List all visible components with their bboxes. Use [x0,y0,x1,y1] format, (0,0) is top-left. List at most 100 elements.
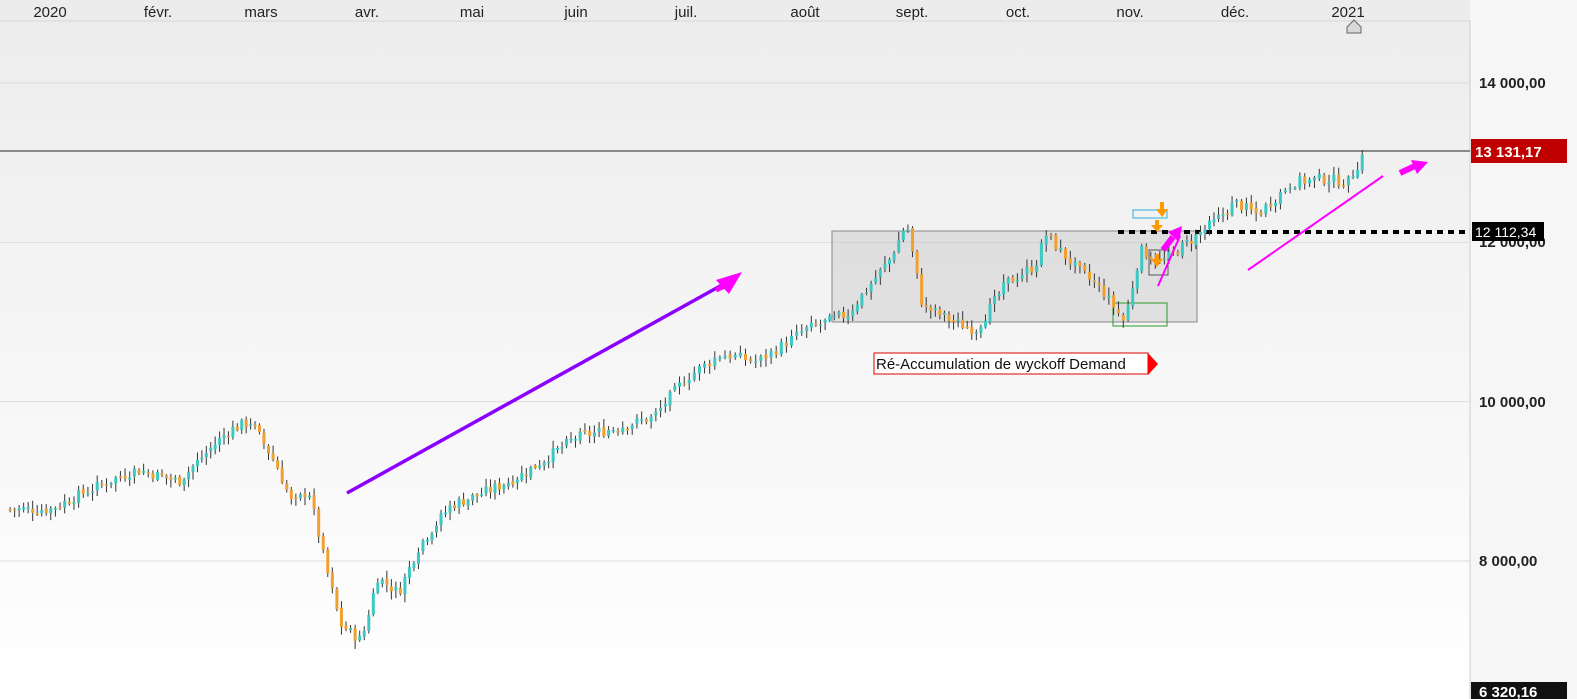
candle-up [659,407,663,411]
candle-down [1011,276,1015,282]
candle-up [515,479,519,484]
candle-up [687,379,691,384]
candle-up [403,576,407,595]
candle-down [1121,315,1125,321]
candle-up [692,372,696,380]
candle-down [267,445,271,454]
candle-up [1140,245,1144,272]
candle-up [678,382,682,387]
candle-up [703,363,707,368]
candle-up [578,431,582,441]
candle-up [484,486,488,494]
candle-up [367,615,371,631]
candle-up [754,361,758,363]
month-label: juil. [674,4,698,21]
month-label: juin [563,4,587,21]
month-label: 2020 [33,4,66,21]
level-price-tag: 12 112,34 [1472,222,1544,241]
down-arrow-icon[interactable] [1151,254,1163,267]
candle-down [169,477,173,480]
candle-up [874,277,878,283]
purple-trend-line[interactable] [346,283,723,495]
pink-arrow-shaft[interactable] [1160,235,1176,252]
svg-text:12 112,34: 12 112,34 [1475,224,1536,240]
candle-up [240,419,244,431]
candle-up [1126,305,1130,320]
candle-up [846,316,850,320]
candle-up [200,457,204,460]
pink-trend-line-long[interactable] [1247,175,1384,271]
candle-up [1244,203,1248,210]
candle-up [156,471,160,480]
candle-up [466,499,470,506]
candle-up [592,432,596,437]
candle-up [1025,267,1029,275]
candle-up [128,477,132,480]
candle-down [682,383,686,385]
month-label: déc. [1221,4,1249,21]
candle-up [1035,265,1039,273]
candle-up [1221,214,1225,216]
candle-up [795,331,799,336]
candle-up [1073,262,1077,266]
candle-down [118,476,122,478]
demand-box[interactable] [1112,302,1168,327]
candle-up [349,627,353,630]
candle-down [744,353,747,361]
candle-down [146,472,150,474]
candle-up [1135,270,1139,289]
candle-up [906,229,910,231]
horizontal-gridlines [0,82,1470,562]
candle-up [480,494,484,496]
candle-up [1264,204,1268,214]
candle-down [947,314,951,321]
month-label: oct. [1006,4,1030,21]
candle-down [453,505,457,509]
candle-down [952,319,956,322]
candle-down [67,501,71,504]
candle-up [1360,154,1364,171]
candle-up [597,428,601,432]
candle-up [1107,295,1111,299]
pink-arrow-head[interactable] [1168,226,1182,242]
home-icon[interactable] [1346,19,1362,34]
month-label: févr. [144,4,172,21]
candle-down [489,487,493,493]
candle-up [1167,251,1171,259]
candle-up [997,294,1001,296]
candle-down [842,311,846,318]
month-label: 2021 [1331,4,1364,21]
pink-arrow-head[interactable] [1411,160,1428,174]
candle-up [298,494,302,499]
candle-up [91,491,95,493]
candle-up [851,310,855,316]
pink-arrow-shaft[interactable] [714,280,733,293]
candle-up [95,481,99,491]
pink-arrow-shaft[interactable] [1398,163,1417,176]
candles-group [8,150,1364,649]
candle-down [44,508,48,513]
candle-down [389,586,393,592]
candle-up [988,303,992,323]
candle-up [983,320,987,328]
candle-down [339,607,343,627]
candle-up [173,477,177,480]
candle-up [114,477,118,484]
candle-down [235,426,239,431]
candle-up [956,319,960,321]
candle-down [100,483,104,485]
candle-up [823,319,827,323]
down-arrow-icon[interactable] [1156,202,1168,217]
candle-down [929,306,933,311]
candle-down [280,467,284,483]
candle-down [317,508,321,537]
pink-trend-line-short[interactable] [1157,235,1181,287]
candle-up [805,327,809,332]
down-arrow-icon[interactable] [1151,220,1163,232]
candle-up [1274,202,1278,206]
candle-down [774,351,778,355]
candle-up [888,259,892,265]
signal-box-cyan[interactable] [1132,209,1168,219]
candle-up [412,563,416,568]
candle-up [380,579,384,585]
